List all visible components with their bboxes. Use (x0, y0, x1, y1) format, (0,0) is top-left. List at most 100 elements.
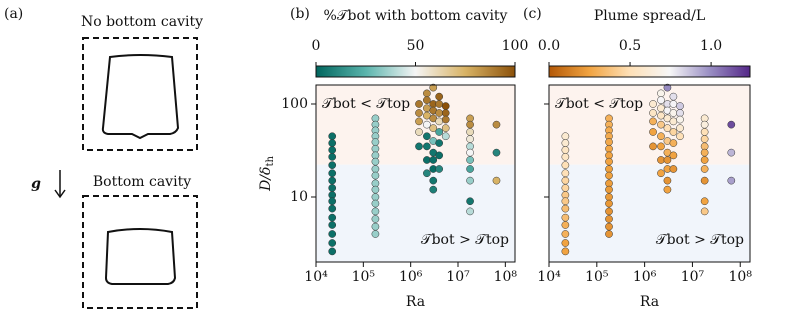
point (371, 157, 380, 166)
point (561, 239, 570, 247)
point (328, 221, 337, 229)
y-tick-label: 10 (290, 189, 308, 205)
point (328, 176, 337, 185)
x-tick-label: 10⁷ (446, 269, 470, 285)
panel-label: (b) (290, 6, 310, 22)
point (466, 207, 474, 216)
point (371, 165, 380, 173)
point (415, 117, 423, 126)
point (429, 176, 438, 185)
point (727, 148, 736, 157)
point (700, 207, 709, 216)
colorbar-tick-label: 100 (502, 38, 529, 54)
point (371, 138, 380, 146)
point (649, 128, 657, 136)
point (466, 128, 474, 136)
point (669, 117, 678, 126)
point (663, 156, 672, 164)
colorbar-tick-label: 0 (312, 38, 321, 54)
point (492, 148, 501, 157)
point (561, 146, 570, 154)
point (328, 239, 337, 247)
point (328, 169, 337, 178)
panel-label: (a) (4, 6, 23, 22)
arrow-head (54, 189, 66, 199)
point (657, 169, 665, 178)
point (435, 151, 444, 160)
point (657, 89, 665, 98)
point (657, 156, 665, 164)
point (669, 151, 678, 160)
colorbar (315, 65, 516, 78)
point (492, 176, 501, 185)
point (435, 165, 444, 173)
point (441, 115, 450, 124)
x-tick-label: 10⁴ (304, 269, 328, 285)
point (423, 132, 431, 141)
colorbar-label: Plume spread/L (594, 8, 705, 24)
point (561, 169, 570, 178)
point (423, 104, 431, 113)
plot-frame (548, 84, 751, 263)
region-top (549, 85, 750, 165)
point (700, 156, 709, 164)
point (466, 135, 474, 143)
point (649, 117, 657, 126)
point (561, 132, 570, 141)
point (415, 100, 423, 108)
x-tick-label: 10⁸ (729, 269, 753, 285)
point (561, 197, 570, 206)
colorbar-tick-label: 1.0 (700, 38, 722, 54)
point (371, 207, 380, 216)
panel-label: (c) (523, 6, 542, 22)
point (669, 92, 678, 101)
x-tick-label: 10⁴ (537, 269, 561, 285)
point (435, 128, 444, 136)
point (328, 197, 337, 206)
point (663, 176, 672, 185)
point (328, 247, 337, 256)
point (328, 213, 337, 222)
point (605, 171, 613, 180)
point (435, 117, 444, 126)
colorbar-label: %𝒯bot with bottom cavity (324, 8, 508, 24)
annotation: 𝒯bot > 𝒯top (421, 232, 509, 248)
point (605, 185, 613, 194)
point (435, 139, 444, 147)
point (423, 111, 431, 120)
region-top (316, 85, 515, 165)
point (605, 157, 613, 166)
y-axis-label: D/δth (258, 156, 276, 192)
point (441, 132, 450, 141)
x-tick-label: 10⁷ (681, 269, 705, 285)
point (423, 120, 431, 129)
point (441, 124, 450, 132)
colorbar-tick-label: 50 (407, 38, 425, 54)
point (466, 148, 474, 157)
point (328, 230, 337, 238)
point (676, 132, 684, 141)
y-tick-label: 100 (281, 96, 308, 112)
point (423, 169, 431, 178)
point (328, 184, 337, 192)
annotation: 𝒯bot < 𝒯top (555, 96, 643, 112)
point (466, 176, 474, 185)
point (328, 161, 337, 169)
point (676, 124, 684, 132)
point (466, 156, 474, 164)
point (727, 120, 736, 129)
colorbar (548, 65, 751, 78)
x-tick-label: 10⁸ (494, 269, 518, 285)
colorbar-tick-label: 0.0 (538, 38, 560, 54)
point (415, 128, 423, 136)
point (657, 142, 665, 151)
point (649, 109, 657, 117)
point (371, 215, 380, 223)
point (429, 156, 438, 164)
point (669, 100, 678, 108)
region-bottom (316, 164, 515, 262)
point (561, 184, 570, 192)
gravity-label: g (31, 176, 41, 192)
point (441, 109, 450, 117)
point (676, 109, 684, 117)
